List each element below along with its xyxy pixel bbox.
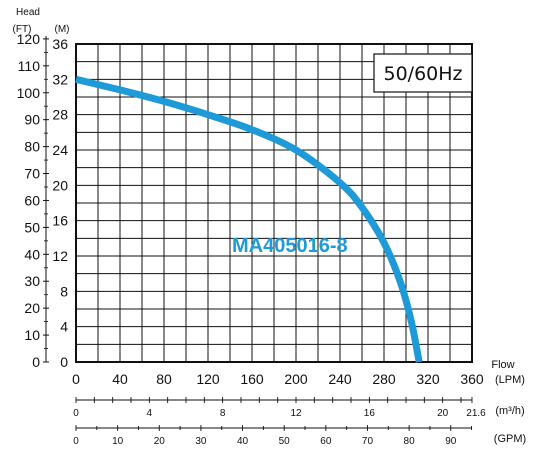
gpm-unit-label: (GPM) — [494, 433, 526, 445]
y-tick-label-m: 36 — [52, 36, 68, 52]
gpm-tick-label: 70 — [362, 436, 374, 447]
gpm-tick-label: 0 — [73, 436, 79, 447]
m3h-unit-label: (m³/h) — [495, 405, 524, 417]
x-tick-label-lpm: 80 — [156, 371, 172, 387]
m3h-tick-label: 4 — [147, 408, 153, 419]
gpm-tick-label: 30 — [195, 436, 207, 447]
y-tick-label-ft: 70 — [24, 166, 40, 182]
lpm-unit-label: (LPM) — [495, 374, 525, 386]
x-tick-label-lpm: 40 — [112, 371, 128, 387]
y-tick-label-m: 12 — [52, 248, 68, 264]
m3h-tick-label: 12 — [290, 408, 302, 419]
y-tick-label-m: 20 — [52, 177, 68, 193]
x-tick-label-lpm: 240 — [328, 371, 352, 387]
y-tick-label-ft: 100 — [17, 85, 41, 101]
curve-layer — [75, 75, 423, 363]
gpm-tick-label: 60 — [320, 436, 332, 447]
y-tick-label-ft: 30 — [24, 273, 40, 289]
y-tick-label-m: 24 — [52, 142, 68, 158]
y-tick-label-ft: 0 — [32, 354, 40, 370]
frequency-label: 50/60Hz — [383, 63, 462, 85]
y-tick-label-ft: 20 — [24, 300, 40, 316]
y-tick-label-ft: 90 — [24, 112, 40, 128]
y-tick-label-m: 16 — [52, 213, 68, 229]
x-tick-label-lpm: 280 — [372, 371, 396, 387]
x-tick-label-lpm: 360 — [460, 371, 484, 387]
y-tick-label-ft: 50 — [24, 219, 40, 235]
y-tick-label-ft: 10 — [24, 327, 40, 343]
y-tick-label-m: 32 — [52, 71, 68, 87]
axes: 0481216202428323601020304050607080901001… — [17, 31, 487, 447]
y-tick-label-ft: 110 — [18, 58, 41, 74]
gpm-tick-label: 80 — [404, 436, 416, 447]
gpm-tick-label: 20 — [154, 436, 166, 447]
m3h-tick-label: 16 — [364, 408, 376, 419]
y-tick-label-m: 8 — [60, 283, 68, 299]
y-tick-label-ft: 120 — [17, 31, 41, 47]
gpm-tick-label: 50 — [279, 436, 291, 447]
y-tick-label-m: 28 — [52, 107, 68, 123]
y-tick-label-ft: 60 — [24, 192, 40, 208]
x-tick-label-lpm: 120 — [196, 371, 220, 387]
performance-curve — [75, 75, 423, 363]
x-tick-label-lpm: 160 — [240, 371, 264, 387]
flow-axis-title: Flow — [491, 359, 514, 371]
model-label: MA405016-8 — [232, 235, 348, 257]
m3h-tick-label: 21.6 — [466, 408, 486, 419]
x-tick-label-lpm: 320 — [416, 371, 440, 387]
x-tick-label-lpm: 200 — [284, 371, 308, 387]
y-tick-label-ft: 40 — [24, 246, 40, 262]
head-axis-title: Head — [16, 7, 40, 18]
m3h-tick-label: 20 — [437, 408, 449, 419]
frequency-badge — [373, 53, 473, 93]
ft-unit-label: (FT) — [13, 24, 32, 35]
gpm-tick-label: 40 — [237, 436, 249, 447]
y-tick-label-ft: 80 — [24, 139, 40, 155]
m-unit-label: (M) — [55, 24, 70, 35]
y-tick-label-m: 4 — [60, 319, 68, 335]
x-tick-label-lpm: 0 — [72, 371, 80, 387]
gpm-tick-label: 90 — [445, 436, 457, 447]
m3h-tick-label: 0 — [73, 408, 79, 419]
gpm-tick-label: 10 — [112, 436, 124, 447]
m3h-tick-label: 8 — [220, 408, 226, 419]
y-tick-label-m: 0 — [60, 354, 68, 370]
